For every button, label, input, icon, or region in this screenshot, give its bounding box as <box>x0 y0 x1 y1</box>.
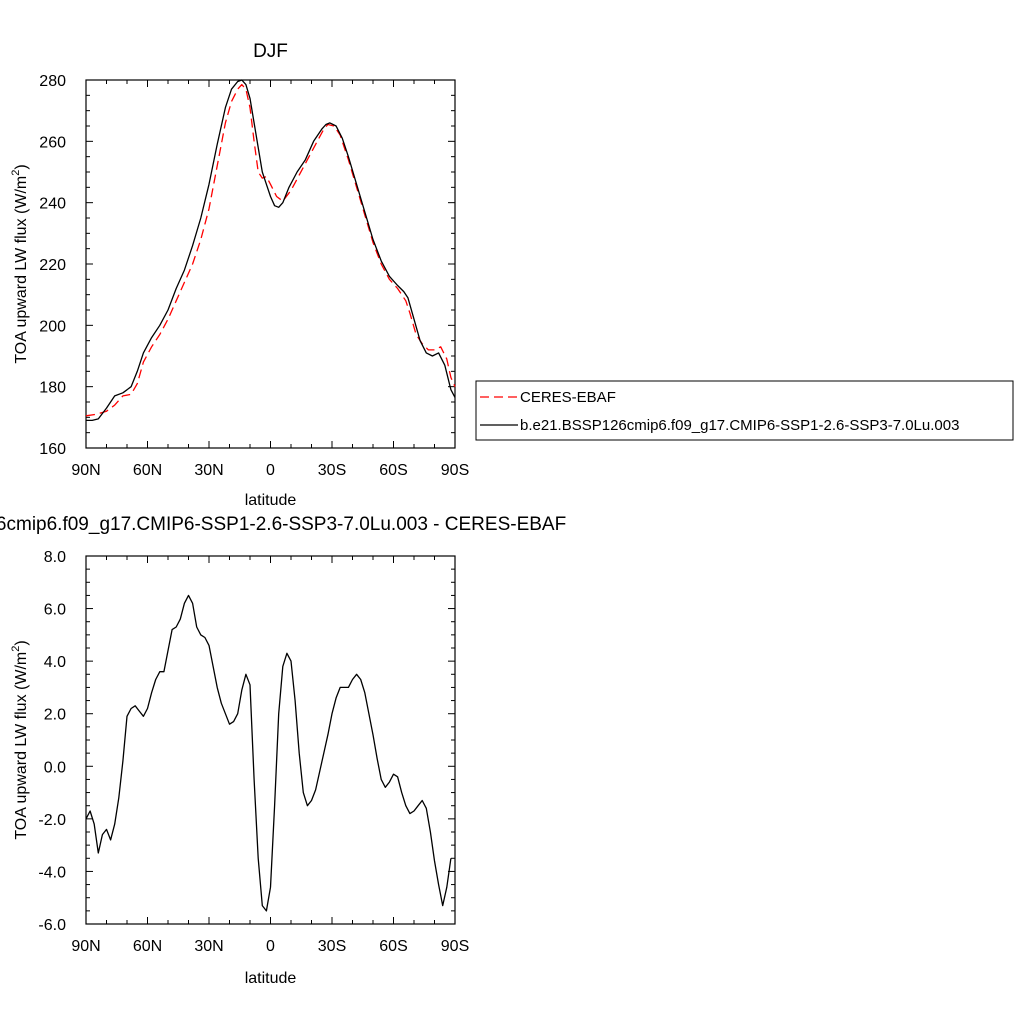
chart-title-1: 126cmip6.f09_g17.CMIP6-SSP1-2.6-SSP3-7.0… <box>0 514 566 535</box>
series-line-0-0 <box>85 83 456 417</box>
y-tick-label-1-6: 6.0 <box>44 602 66 619</box>
y-tick-label-0-5: 260 <box>39 134 66 151</box>
y-axis-title-close-0: ) <box>13 164 30 169</box>
y-tick-label-1-5: 4.0 <box>44 654 66 671</box>
x-tick-label-1-2: 30N <box>194 938 223 955</box>
x-tick-label-1-5: 60S <box>379 938 407 955</box>
y-tick-label-0-3: 220 <box>39 257 66 274</box>
y-tick-label-1-7: 8.0 <box>44 549 66 566</box>
x-tick-label-0-0: 90N <box>71 462 100 479</box>
legend-label-0: CERES-EBAF <box>520 389 616 406</box>
legend-box <box>475 380 1014 441</box>
y-axis-title-main-1: TOA upward LW flux (W/m <box>13 652 30 840</box>
y-axis-title-main-0: TOA upward LW flux (W/m <box>13 176 30 364</box>
y-tick-label-1-2: -2.0 <box>38 812 66 829</box>
y-axis-title-close-1: ) <box>13 640 30 645</box>
series-line-0-1 <box>86 79 456 422</box>
y-tick-label-0-1: 180 <box>39 380 66 397</box>
x-tick-label-0-4: 30S <box>318 462 346 479</box>
series-line-1-0 <box>85 594 452 912</box>
y-tick-label-1-0: -6.0 <box>38 917 66 934</box>
y-tick-label-1-1: -4.0 <box>38 864 66 881</box>
x-tick-label-1-1: 60N <box>133 938 162 955</box>
x-tick-label-0-5: 60S <box>379 462 407 479</box>
x-tick-label-0-3: 0 <box>266 462 275 479</box>
y-tick-label-1-4: 2.0 <box>44 707 66 724</box>
y-axis-title-0: TOA upward LW flux (W/m2) <box>10 164 30 363</box>
plot-frame-1 <box>85 555 456 925</box>
y-tick-label-0-2: 200 <box>39 318 66 335</box>
plot-frame-0 <box>85 79 456 449</box>
y-tick-label-1-3: 0.0 <box>44 759 66 776</box>
x-tick-label-1-3: 0 <box>266 938 275 955</box>
y-axis-title-sup-1: 2 <box>10 646 22 652</box>
x-tick-label-1-6: 90S <box>441 938 469 955</box>
x-tick-label-1-0: 90N <box>71 938 100 955</box>
x-axis-title-0: latitude <box>245 492 297 509</box>
x-tick-label-1-4: 30S <box>318 938 346 955</box>
x-tick-label-0-1: 60N <box>133 462 162 479</box>
y-tick-label-0-6: 280 <box>39 73 66 90</box>
chart-title-0: DJF <box>253 41 288 62</box>
x-tick-label-0-2: 30N <box>194 462 223 479</box>
y-axis-title-1: TOA upward LW flux (W/m2) <box>10 640 30 839</box>
y-axis-title-sup-0: 2 <box>10 170 22 176</box>
x-tick-label-0-6: 90S <box>441 462 469 479</box>
y-tick-label-0-0: 160 <box>39 441 66 458</box>
x-axis-title-1: latitude <box>245 970 297 987</box>
legend-label-1: b.e21.BSSP126cmip6.f09_g17.CMIP6-SSP1-2.… <box>520 417 959 434</box>
y-tick-label-0-4: 240 <box>39 196 66 213</box>
